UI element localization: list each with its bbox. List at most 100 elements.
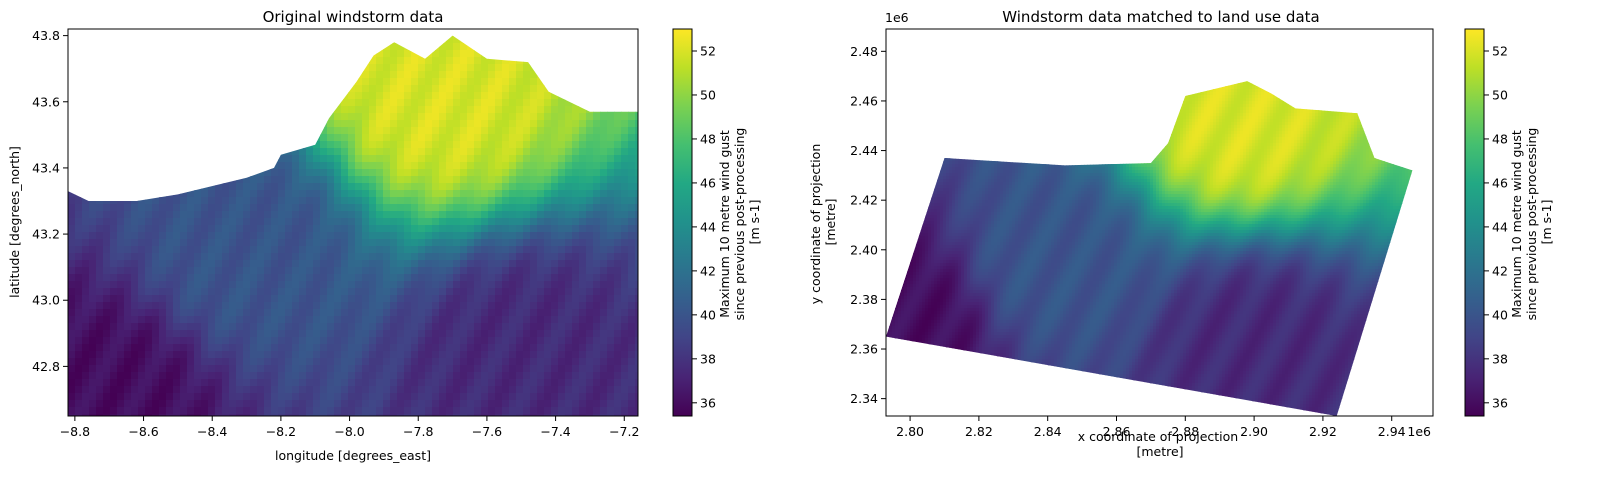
heatmap-cell: [138, 239, 146, 247]
heatmap-cell: [544, 386, 552, 394]
heatmap-cell: [306, 106, 314, 114]
heatmap-cell: [474, 337, 482, 345]
heatmap-cell: [355, 197, 363, 205]
heatmap-cell: [432, 400, 440, 408]
heatmap-cell: [229, 400, 237, 408]
heatmap-cell: [635, 330, 638, 338]
heatmap-cell: [145, 239, 153, 247]
heatmap-cell: [446, 57, 454, 65]
heatmap-cell: [537, 148, 545, 156]
heatmap-cell: [243, 288, 251, 296]
heatmap-cell: [502, 407, 510, 415]
heatmap-cell: [257, 393, 265, 401]
heatmap-cell: [187, 400, 195, 408]
heatmap-cell: [334, 64, 342, 72]
heatmap-cell: [229, 379, 237, 387]
heatmap-cell: [565, 386, 573, 394]
heatmap-cell: [152, 288, 160, 296]
heatmap-cell: [614, 85, 622, 93]
heatmap-cell: [75, 71, 83, 79]
heatmap-cell: [502, 134, 510, 142]
heatmap-cell: [418, 316, 426, 324]
heatmap-cell: [138, 155, 146, 163]
heatmap-cell: [327, 113, 335, 121]
heatmap-cell: [355, 211, 363, 219]
heatmap-cell: [572, 295, 580, 303]
heatmap-cell: [530, 351, 538, 359]
heatmap-cell: [131, 225, 139, 233]
heatmap-cell: [243, 50, 251, 58]
heatmap-cell: [495, 393, 503, 401]
heatmap-cell: [628, 379, 636, 387]
heatmap-cell: [579, 295, 587, 303]
heatmap-cell: [439, 183, 447, 191]
heatmap-cell: [509, 35, 517, 37]
heatmap-cell: [355, 365, 363, 373]
heatmap-cell: [152, 57, 160, 65]
heatmap-cell: [278, 57, 286, 65]
heatmap-cell: [257, 316, 265, 324]
heatmap-cell: [1177, 32, 1181, 36]
heatmap-cell: [222, 351, 230, 359]
heatmap-cell: [292, 267, 300, 275]
heatmap-cell: [264, 64, 272, 72]
heatmap-cell: [285, 57, 293, 65]
heatmap-cell: [145, 183, 153, 191]
heatmap-cell: [180, 239, 188, 247]
heatmap-cell: [103, 183, 111, 191]
heatmap-cell: [243, 393, 251, 401]
heatmap-cell: [544, 274, 552, 282]
heatmap-cell: [362, 323, 370, 331]
heatmap-cell: [544, 414, 552, 416]
heatmap-cell: [334, 379, 342, 387]
heatmap-cell: [131, 337, 139, 345]
heatmap-cell: [607, 85, 615, 93]
heatmap-cell: [110, 162, 118, 170]
heatmap-cell: [215, 134, 223, 142]
heatmap-cell: [194, 43, 202, 51]
heatmap-cell: [411, 141, 419, 149]
heatmap-cell: [362, 36, 370, 44]
heatmap-cell: [138, 50, 146, 58]
heatmap-cell: [89, 309, 97, 317]
heatmap-cell: [892, 29, 896, 33]
heatmap-cell: [600, 302, 608, 310]
heatmap-cell: [334, 407, 342, 415]
heatmap-cell: [369, 120, 377, 128]
heatmap-cell: [439, 71, 447, 79]
heatmap-cell: [215, 211, 223, 219]
heatmap-cell: [383, 393, 391, 401]
heatmap-cell: [586, 260, 594, 268]
heatmap-cell: [509, 323, 517, 331]
heatmap-cell: [264, 274, 272, 282]
heatmap-cell: [572, 274, 580, 282]
heatmap-cell: [292, 225, 300, 233]
heatmap-cell: [89, 232, 97, 240]
heatmap-cell: [348, 113, 356, 121]
heatmap-cell: [425, 323, 433, 331]
heatmap-cell: [250, 365, 258, 373]
heatmap-cell: [1078, 29, 1082, 33]
heatmap-cell: [474, 113, 482, 121]
heatmap-cell: [68, 190, 76, 198]
heatmap-cell: [299, 400, 307, 408]
heatmap-cell: [579, 134, 587, 142]
heatmap-cell: [75, 379, 83, 387]
heatmap-cell: [369, 274, 377, 282]
heatmap-cell: [600, 274, 608, 282]
heatmap-cell: [509, 288, 517, 296]
heatmap-cell: [257, 204, 265, 212]
heatmap-cell: [628, 225, 636, 233]
heatmap-cell: [68, 92, 76, 100]
heatmap-cell: [404, 309, 412, 317]
heatmap-cell: [432, 232, 440, 240]
heatmap-cell: [222, 239, 230, 247]
heatmap-cell: [432, 64, 440, 72]
heatmap-cell: [614, 246, 622, 254]
heatmap-cell: [593, 225, 601, 233]
heatmap-cell: [537, 351, 545, 359]
heatmap-cell: [285, 92, 293, 100]
heatmap-cell: [565, 190, 573, 198]
heatmap-cell: [96, 204, 104, 212]
heatmap-cell: [68, 183, 76, 191]
